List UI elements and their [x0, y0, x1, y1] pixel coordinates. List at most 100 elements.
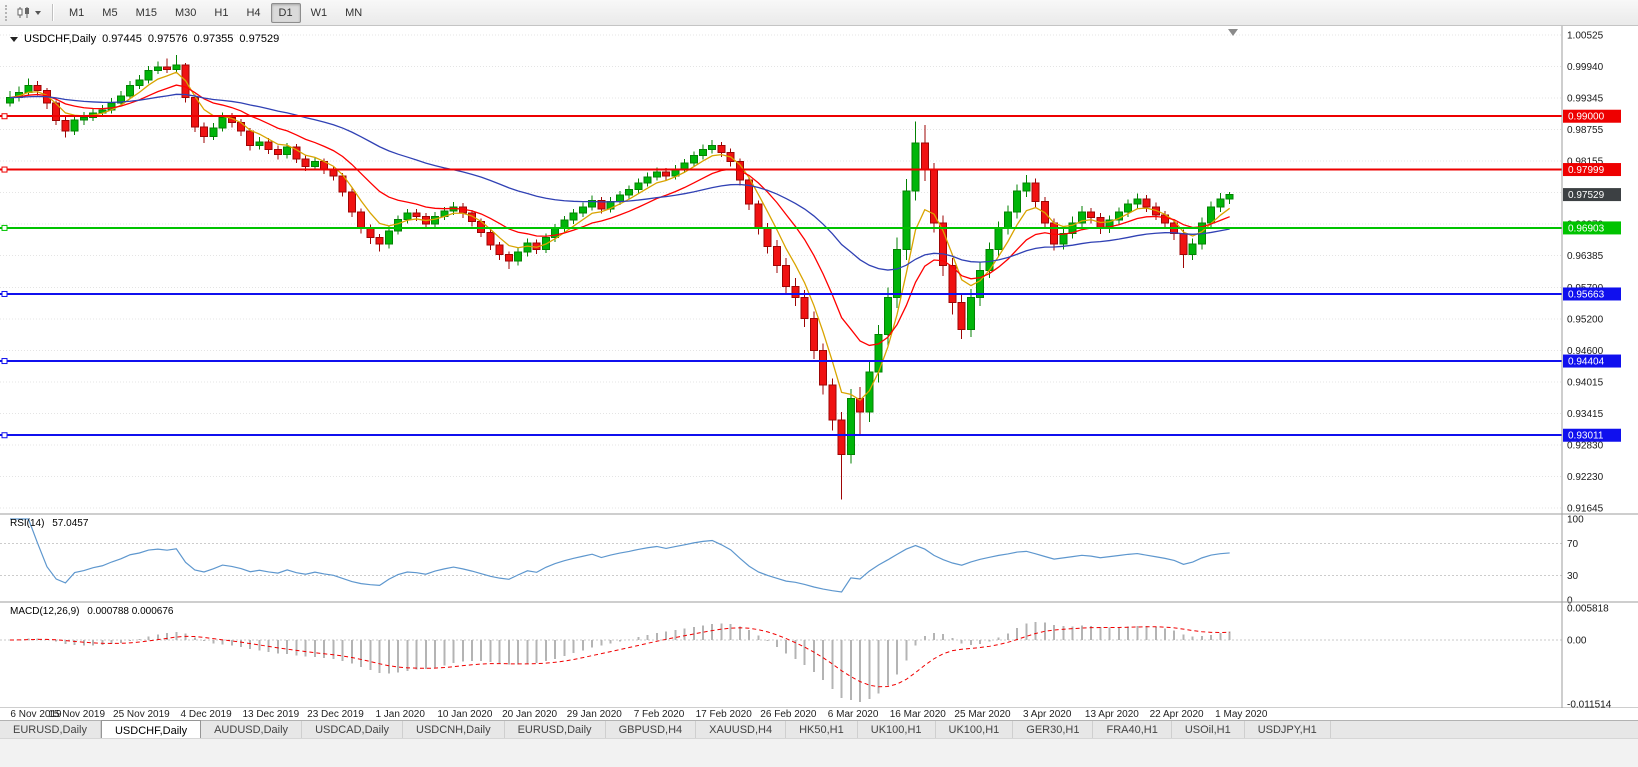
date-axis-label: 29 Jan 2020 — [566, 709, 622, 720]
hline-layer: 0.99000 0.97999 0.96903 0.95663 0.94404 0.930… — [0, 109, 1621, 442]
chart-window[interactable]: 1.00525 0.99940 0.99345 0.98755 0.98155 0.975… — [0, 26, 1638, 720]
chart-type-dropdown-icon[interactable] — [35, 10, 41, 15]
candle — [384, 226, 393, 249]
candle — [172, 54, 181, 73]
date-axis-label: 25 Nov 2019 — [113, 709, 170, 720]
chart-tab-2[interactable]: AUDUSD,Daily — [201, 721, 303, 738]
toolbar-grip[interactable] — [5, 4, 9, 21]
chart-tab-9[interactable]: UK100,H1 — [857, 721, 936, 738]
chart-tab-6[interactable]: GBPUSD,H4 — [605, 721, 697, 738]
candle — [846, 388, 855, 464]
candle — [301, 155, 310, 172]
candle — [578, 202, 587, 217]
chart-symbol-period: USDCHF,Daily — [24, 33, 97, 45]
svg-text:0.98755: 0.98755 — [1567, 125, 1604, 136]
chart-tab-10[interactable]: UK100,H1 — [935, 721, 1014, 738]
timeframe-button-h4[interactable]: H4 — [246, 6, 261, 19]
candle — [200, 122, 209, 143]
candle — [1225, 192, 1234, 204]
date-axis-label: 6 Mar 2020 — [827, 709, 879, 720]
date-axis-label: 13 Apr 2020 — [1084, 709, 1139, 720]
chart-tab-11[interactable]: GER30,H1 — [1013, 721, 1094, 738]
line-anchor-handle[interactable] — [1, 358, 8, 365]
timeframe-button-m1[interactable]: M1 — [69, 6, 85, 19]
date-axis-label: 6 Nov 2019 — [10, 709, 62, 720]
svg-text:0.93415: 0.93415 — [1567, 409, 1604, 420]
timeframe-button-m30[interactable]: M30 — [174, 6, 197, 19]
svg-text:1.00525: 1.00525 — [1567, 31, 1604, 42]
candle — [809, 311, 818, 360]
chart-tab-1[interactable]: USDCHF,Daily — [100, 720, 202, 738]
candle — [1003, 205, 1012, 235]
line-anchor-handle[interactable] — [1, 432, 8, 439]
line-anchor-handle[interactable] — [1, 224, 8, 231]
candle — [246, 127, 255, 151]
timeframe-buttons: M1 M5 M15 M30 H1 H4 D1 W1 MN — [60, 2, 371, 23]
candle — [70, 115, 79, 135]
timeframe-button-w1[interactable]: W1 — [310, 6, 328, 19]
ohlc-low: 0.97355 — [193, 33, 234, 45]
svg-text:-0.011514: -0.011514 — [1567, 699, 1612, 708]
svg-text:0.98155: 0.98155 — [1567, 157, 1604, 168]
chart-tab-4[interactable]: USDCNH,Daily — [403, 721, 505, 738]
rsi-value: 57.0457 — [52, 518, 89, 529]
candle — [61, 116, 70, 138]
chart-tab-3[interactable]: USDCAD,Daily — [302, 721, 404, 738]
timeframe-button-m15[interactable]: M15 — [135, 6, 157, 19]
date-axis-label: 4 Dec 2019 — [180, 709, 232, 720]
date-axis-label: 25 Mar 2020 — [954, 709, 1011, 720]
line-anchor-handle[interactable] — [1, 290, 8, 297]
chart-type-icon[interactable] — [14, 3, 34, 23]
candle — [1031, 178, 1040, 208]
rsi-line — [10, 518, 1230, 593]
chart-tab-5[interactable]: EURUSD,Daily — [504, 721, 606, 738]
toolbar-separator — [52, 4, 53, 21]
axis-price-tag — [1563, 354, 1621, 368]
date-axis-label: 22 Apr 2020 — [1149, 709, 1204, 720]
svg-text:0.95200: 0.95200 — [1567, 314, 1604, 325]
time-axis[interactable]: 6 Nov 2019 15 Nov 2019 25 Nov 2019 4 Dec 20… — [0, 709, 1562, 721]
rsi-scale: 100 70 30 0 — [0, 515, 1584, 607]
candle — [1013, 184, 1022, 219]
chart-menu-icon[interactable] — [10, 36, 18, 42]
chart-tab-8[interactable]: HK50,H1 — [786, 721, 858, 738]
chart-tab-13[interactable]: USOil,H1 — [1171, 721, 1245, 738]
macd-name: MACD(12,26,9) — [10, 606, 80, 617]
line-anchor-handle[interactable] — [1, 166, 8, 173]
axis-price-tag — [1563, 428, 1621, 442]
date-axis-label: 13 Dec 2019 — [242, 709, 300, 720]
chart-tab-0[interactable]: EURUSD,Daily — [0, 721, 101, 738]
candle — [1114, 207, 1123, 225]
macd-scale: 0.005818 0.00 -0.011514 — [0, 603, 1612, 708]
svg-text:0.96385: 0.96385 — [1567, 251, 1604, 262]
svg-text:0.005818: 0.005818 — [1567, 603, 1609, 614]
candle — [1142, 195, 1151, 213]
chart-tab-14[interactable]: USDJPY,H1 — [1244, 721, 1331, 738]
candle — [1179, 229, 1188, 269]
timeframe-button-mn[interactable]: MN — [345, 6, 363, 19]
chart-tab-7[interactable]: XAUUSD,H4 — [696, 721, 787, 738]
timeframe-button-h1[interactable]: H1 — [214, 6, 229, 19]
timeframe-button-d1[interactable]: D1 — [270, 2, 301, 23]
date-axis-label: 7 Feb 2020 — [633, 709, 685, 720]
macd-values: 0.000788 0.000676 — [87, 606, 174, 617]
timeframe-button-m5[interactable]: M5 — [102, 6, 118, 19]
svg-text:0.99345: 0.99345 — [1567, 94, 1604, 105]
svg-text:0.91645: 0.91645 — [1567, 504, 1604, 515]
candle — [966, 288, 975, 337]
candle — [209, 123, 218, 141]
status-bar — [0, 738, 1638, 767]
candle — [1188, 238, 1197, 261]
macd-histogram — [18, 621, 1231, 702]
svg-text:30: 30 — [1567, 571, 1579, 582]
date-axis-label: 3 Apr 2020 — [1023, 709, 1072, 720]
candle — [772, 239, 781, 273]
chart-tab-12[interactable]: FRA40,H1 — [1093, 721, 1172, 738]
candle — [190, 94, 199, 133]
svg-text:0.97529: 0.97529 — [1568, 190, 1605, 201]
line-anchor-handle[interactable] — [1, 113, 8, 120]
chart-canvas[interactable]: 1.00525 0.99940 0.99345 0.98755 0.98155 0.975… — [0, 26, 1638, 708]
shift-marker-icon[interactable] — [1228, 29, 1238, 36]
current-price-tag — [1563, 188, 1621, 202]
candle — [375, 233, 384, 252]
